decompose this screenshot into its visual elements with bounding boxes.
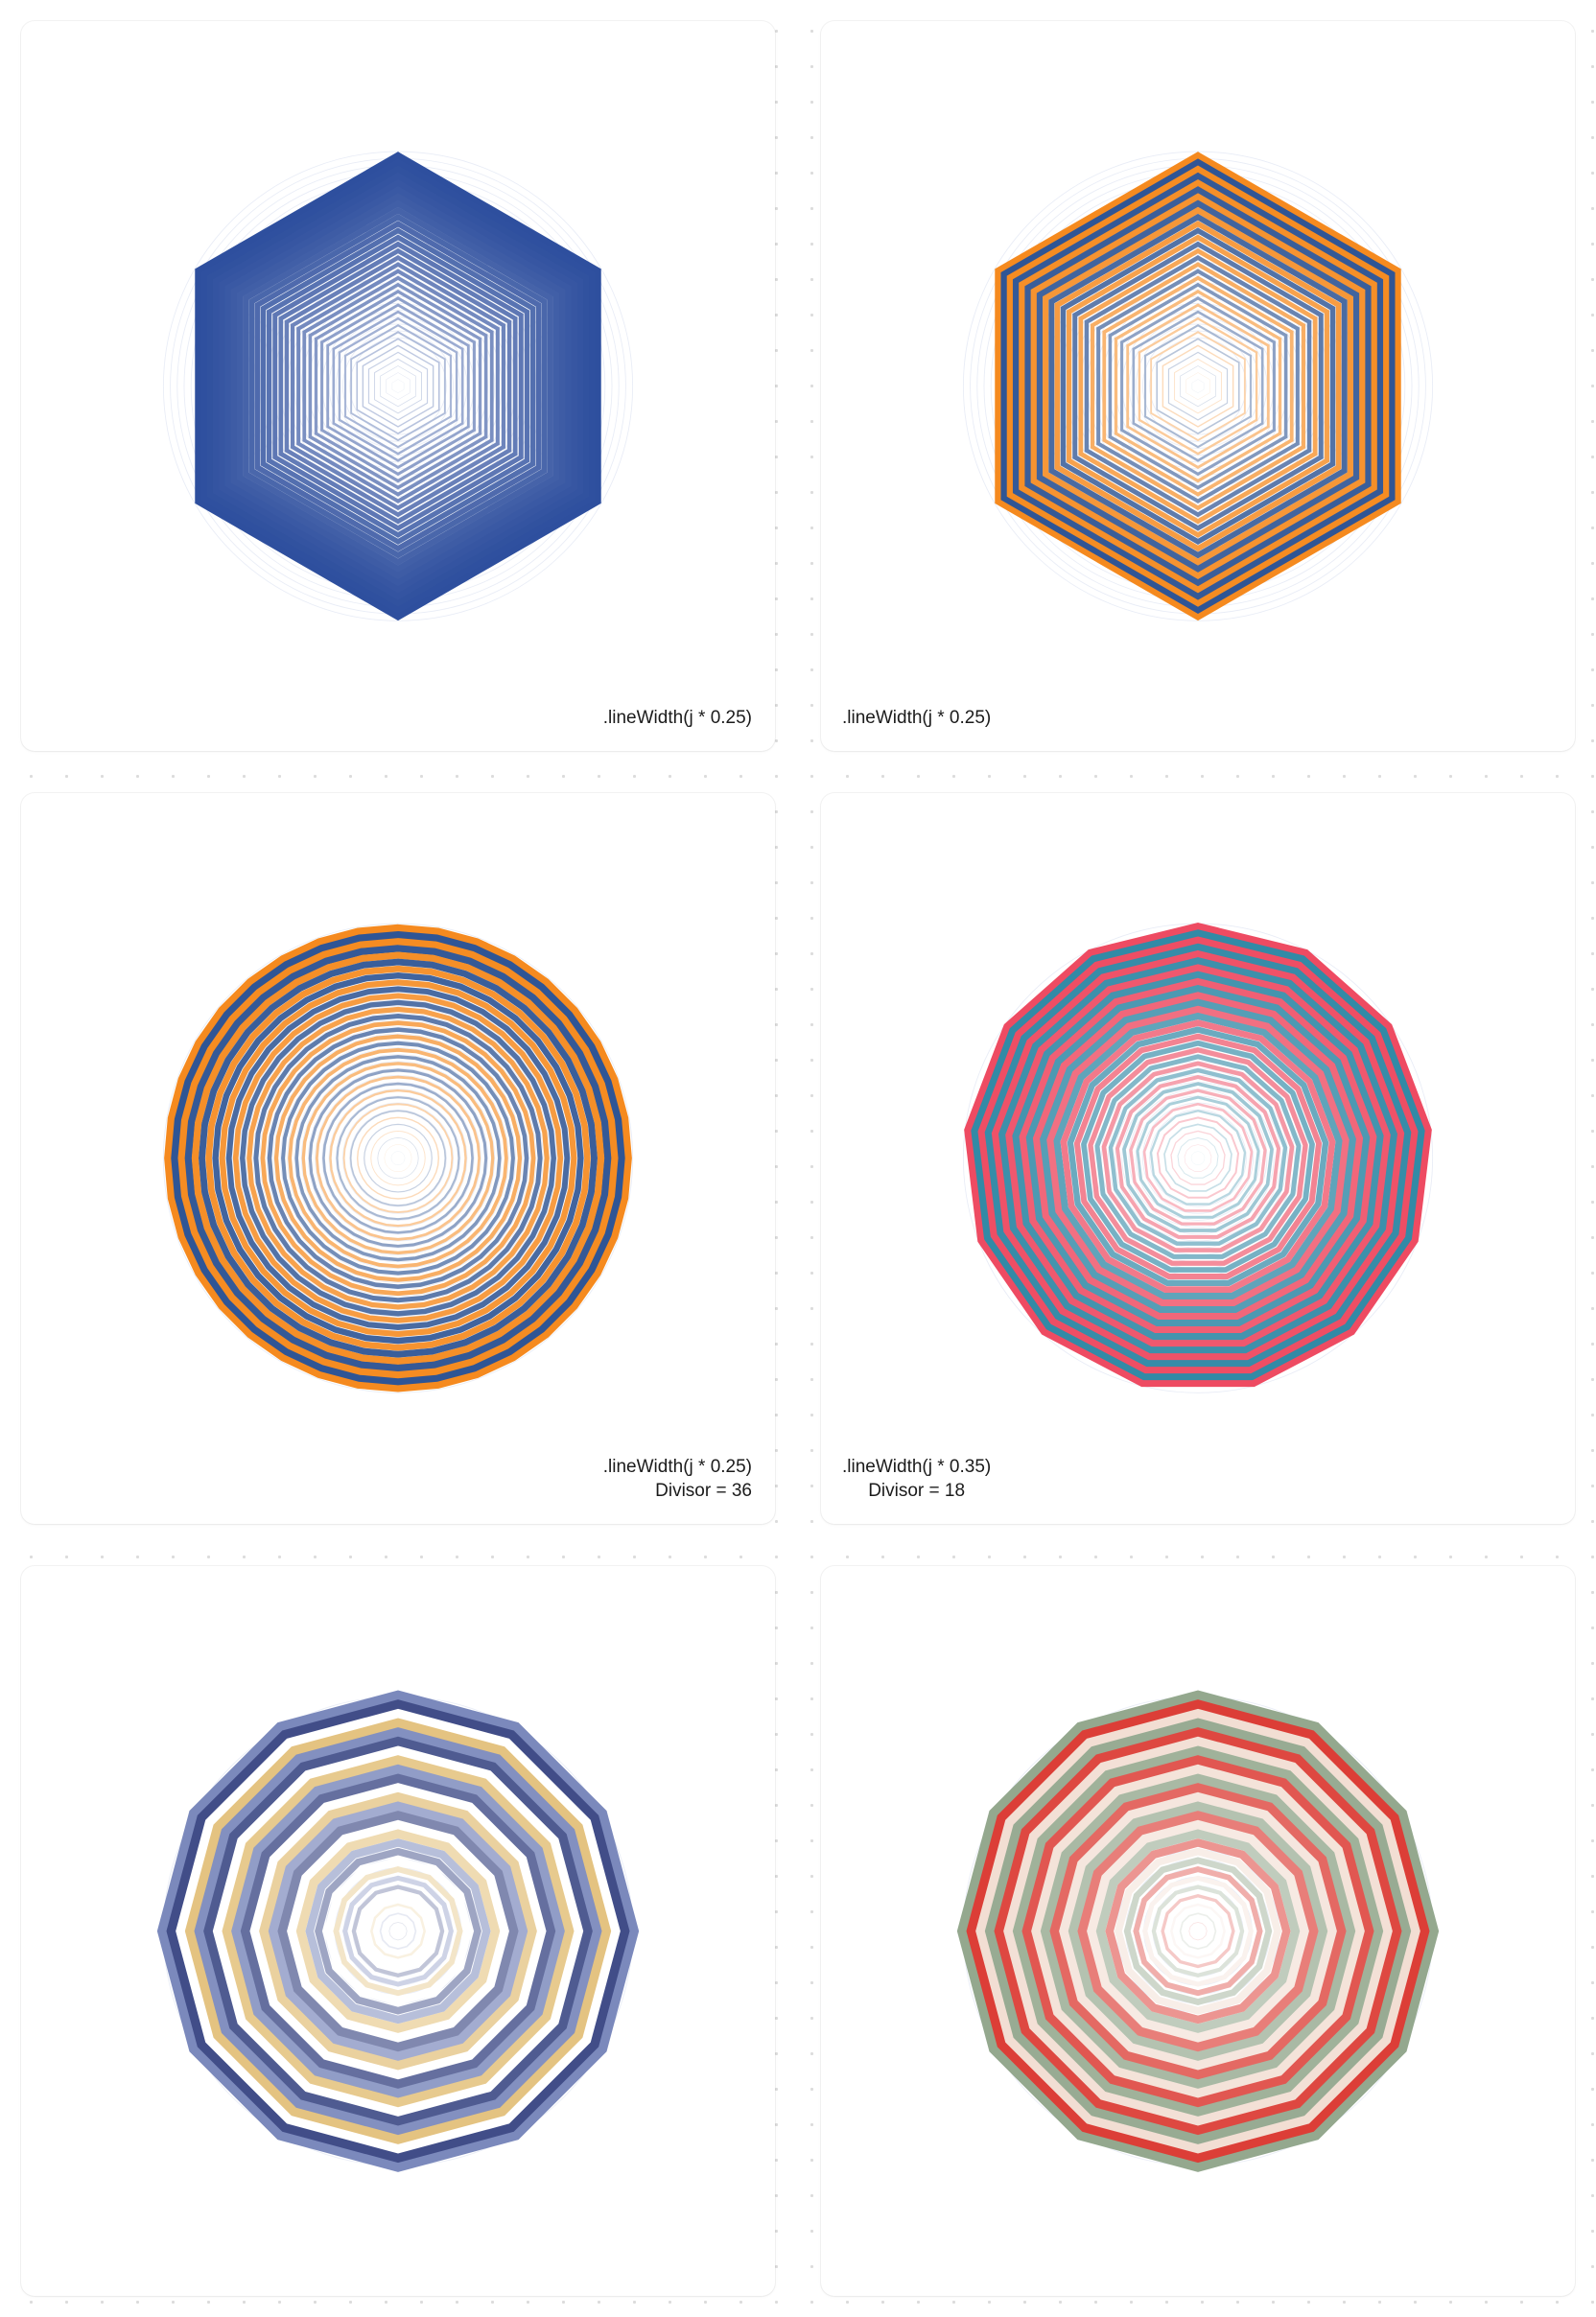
panel-4[interactable]: .lineWidth(j * 0.35) Divisor = 18 (821, 793, 1575, 1524)
concentric-polygons (156, 1690, 640, 2172)
concentric-polygons (995, 152, 1401, 621)
panel-5-figure (156, 1690, 640, 2172)
concentric-polygons (195, 152, 601, 621)
panel-3[interactable]: .lineWidth(j * 0.25) Divisor = 36 (21, 793, 775, 1524)
panel-2[interactable]: .lineWidth(j * 0.25) (821, 21, 1575, 752)
concentric-polygons (956, 1690, 1440, 2172)
panel-1[interactable]: .lineWidth(j * 0.25) (21, 21, 775, 752)
panel-6-figure (956, 1690, 1440, 2172)
panel-1-figure (162, 151, 634, 621)
panel-3-figure (162, 923, 634, 1394)
concentric-polygons (164, 924, 632, 1393)
panel-5[interactable] (21, 1565, 775, 2296)
panel-6[interactable] (821, 1565, 1575, 2296)
panel-2-figure (962, 151, 1434, 621)
concentric-polygons (964, 923, 1432, 1388)
panel-4-figure (962, 923, 1434, 1394)
